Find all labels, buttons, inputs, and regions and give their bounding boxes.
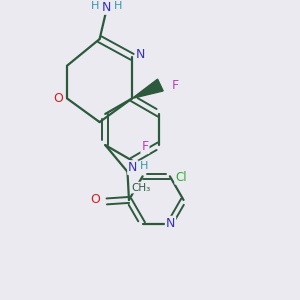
Text: O: O bbox=[54, 92, 64, 105]
Text: H: H bbox=[140, 161, 148, 171]
Text: H: H bbox=[91, 1, 99, 10]
Text: Cl: Cl bbox=[175, 171, 187, 184]
Text: CH₃: CH₃ bbox=[131, 183, 151, 193]
Text: F: F bbox=[141, 140, 148, 153]
Polygon shape bbox=[132, 79, 163, 98]
Text: N: N bbox=[136, 48, 145, 61]
Text: F: F bbox=[172, 79, 179, 92]
Text: N: N bbox=[166, 217, 175, 230]
Text: N: N bbox=[128, 161, 137, 174]
Text: H: H bbox=[114, 1, 122, 10]
Text: O: O bbox=[91, 194, 100, 206]
Text: N: N bbox=[101, 1, 111, 14]
